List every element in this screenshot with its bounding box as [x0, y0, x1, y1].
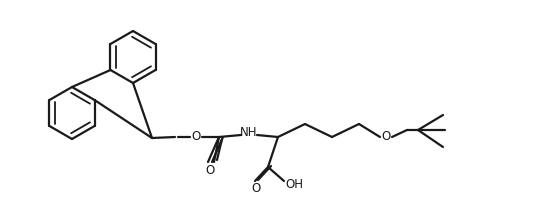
Text: OH: OH [285, 177, 303, 190]
Text: NH: NH [240, 126, 258, 139]
Text: O: O [381, 130, 391, 144]
Text: O: O [206, 163, 215, 176]
Text: O: O [251, 182, 260, 195]
Text: O: O [192, 130, 201, 144]
